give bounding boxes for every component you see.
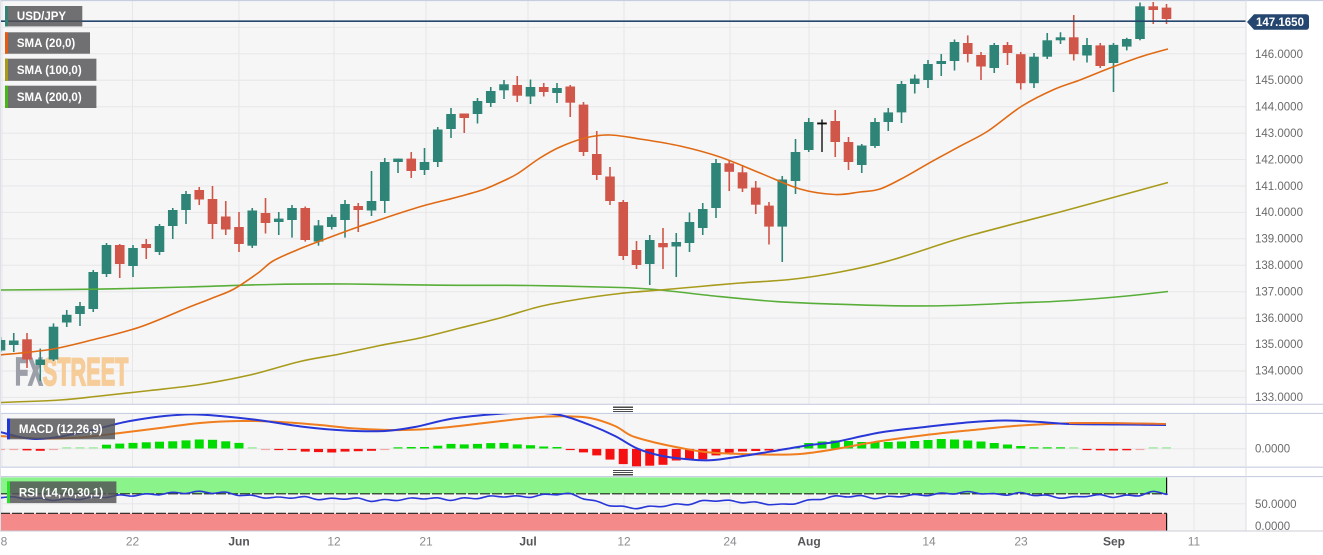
svg-text:139.0000: 139.0000 xyxy=(1255,234,1303,246)
svg-text:137.0000: 137.0000 xyxy=(1255,286,1303,298)
svg-text:142.0000: 142.0000 xyxy=(1255,154,1303,166)
svg-text:147.1650: 147.1650 xyxy=(1256,17,1304,29)
svg-text:Jul: Jul xyxy=(519,535,536,549)
svg-text:SMA (200,0): SMA (200,0) xyxy=(17,92,82,104)
svg-text:144.0000: 144.0000 xyxy=(1255,102,1303,114)
svg-text:21: 21 xyxy=(419,535,433,549)
svg-text:12: 12 xyxy=(617,535,631,549)
svg-text:11: 11 xyxy=(1188,535,1201,549)
svg-text:50.0000: 50.0000 xyxy=(1255,499,1297,511)
svg-text:14: 14 xyxy=(922,535,936,549)
svg-text:135.0000: 135.0000 xyxy=(1255,339,1303,351)
svg-text:145.0000: 145.0000 xyxy=(1255,75,1303,87)
svg-text:SMA (20,0): SMA (20,0) xyxy=(17,38,76,50)
svg-text:Sep: Sep xyxy=(1103,535,1125,549)
svg-text:22: 22 xyxy=(126,535,140,549)
svg-text:MACD (12,26,9): MACD (12,26,9) xyxy=(19,424,103,436)
svg-text:141.0000: 141.0000 xyxy=(1255,181,1303,193)
svg-text:133.0000: 133.0000 xyxy=(1255,392,1303,404)
svg-text:SMA (100,0): SMA (100,0) xyxy=(17,65,82,77)
svg-text:12: 12 xyxy=(327,535,341,549)
svg-text:138.0000: 138.0000 xyxy=(1255,260,1303,272)
svg-text:Jun: Jun xyxy=(228,535,249,549)
svg-text:8: 8 xyxy=(1,535,8,549)
svg-text:Aug: Aug xyxy=(797,535,820,549)
svg-text:24: 24 xyxy=(723,535,737,549)
svg-text:FXSTREET: FXSTREET xyxy=(15,350,128,393)
svg-text:134.0000: 134.0000 xyxy=(1255,366,1303,378)
svg-text:136.0000: 136.0000 xyxy=(1255,313,1303,325)
svg-text:23: 23 xyxy=(1014,535,1028,549)
svg-text:146.0000: 146.0000 xyxy=(1255,49,1303,61)
svg-text:0.0000: 0.0000 xyxy=(1255,521,1290,533)
svg-text:RSI (14,70,30,1): RSI (14,70,30,1) xyxy=(19,487,104,499)
svg-text:143.0000: 143.0000 xyxy=(1255,128,1303,140)
svg-text:140.0000: 140.0000 xyxy=(1255,207,1303,219)
svg-text:0.0000: 0.0000 xyxy=(1255,444,1290,456)
svg-text:USD/JPY: USD/JPY xyxy=(17,11,67,23)
